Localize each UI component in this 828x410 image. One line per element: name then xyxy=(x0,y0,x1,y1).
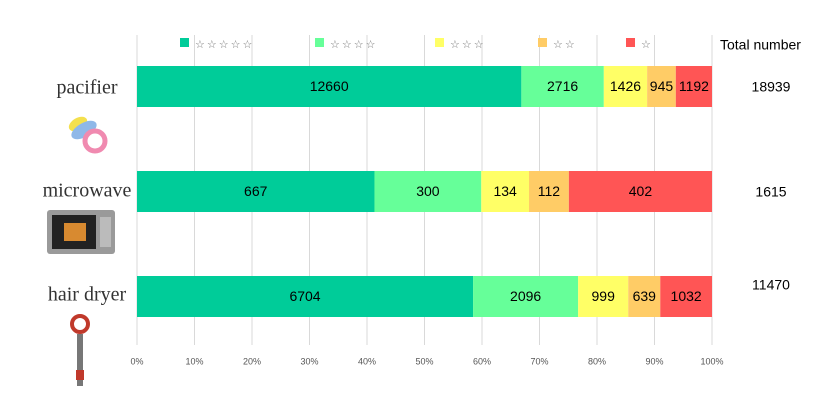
legend-swatch xyxy=(435,38,444,47)
legend-label: ☆ xyxy=(641,38,653,51)
legend-label: ☆☆☆☆☆ xyxy=(195,38,254,51)
value-label: 1426 xyxy=(610,78,641,94)
value-label: 6704 xyxy=(289,288,320,304)
total-value: 18939 xyxy=(752,79,791,95)
value-label: 945 xyxy=(650,78,674,94)
value-label: 2716 xyxy=(547,78,578,94)
x-tick-label: 20% xyxy=(243,356,261,366)
bar-segment xyxy=(628,276,661,317)
bar-segment xyxy=(675,66,712,107)
value-label: 639 xyxy=(633,288,657,304)
x-tick-label: 90% xyxy=(645,356,663,366)
category-label: pacifier xyxy=(56,77,117,99)
value-label: 2096 xyxy=(510,288,541,304)
x-tick-label: 70% xyxy=(530,356,548,366)
totals-header: Total number xyxy=(720,37,801,53)
bar-segment xyxy=(374,171,482,212)
value-label: 402 xyxy=(629,183,653,199)
bar-segment xyxy=(568,171,712,212)
bar-segment xyxy=(528,171,569,212)
x-tick-label: 50% xyxy=(415,356,433,366)
x-tick-label: 40% xyxy=(358,356,376,366)
microwave-icon xyxy=(47,210,115,254)
total-value: 11470 xyxy=(752,277,790,293)
x-tick-label: 80% xyxy=(588,356,606,366)
legend-label: ☆☆☆ xyxy=(450,38,486,51)
total-value: 1615 xyxy=(755,184,786,200)
x-tick-label: 10% xyxy=(185,356,203,366)
legend-swatch xyxy=(626,38,635,47)
value-label: 667 xyxy=(244,183,268,199)
legend-swatch xyxy=(315,38,324,47)
bar-segment xyxy=(521,66,604,107)
value-label: 112 xyxy=(538,183,561,199)
x-tick-label: 0% xyxy=(130,356,143,366)
bar-segment xyxy=(137,66,522,107)
bar-segment xyxy=(660,276,712,317)
bar-segment xyxy=(647,66,676,107)
bar-segment xyxy=(137,276,474,317)
pacifier-icon xyxy=(68,116,108,154)
bar-segment xyxy=(481,171,529,212)
category-label: hair dryer xyxy=(48,284,127,306)
legend-label: ☆☆☆☆ xyxy=(330,38,377,51)
x-tick-label: 30% xyxy=(300,356,318,366)
value-label: 1032 xyxy=(671,288,702,304)
value-label: 999 xyxy=(592,288,616,304)
bar-segment xyxy=(473,276,579,317)
bar-segment xyxy=(137,171,375,212)
value-label: 12660 xyxy=(310,78,349,94)
x-tick-label: 100% xyxy=(700,356,723,366)
value-label: 134 xyxy=(493,183,517,199)
bar-segment xyxy=(603,66,648,107)
legend-label: ☆☆ xyxy=(553,38,577,51)
x-tick-label: 60% xyxy=(473,356,491,366)
icons xyxy=(47,116,115,386)
value-label: 300 xyxy=(416,183,440,199)
category-label: microwave xyxy=(43,180,132,202)
bar-segment xyxy=(578,276,629,317)
legend-swatch xyxy=(180,38,189,47)
legend-swatch xyxy=(538,38,547,47)
hair-dryer-icon xyxy=(70,314,90,386)
value-label: 1192 xyxy=(679,78,709,94)
